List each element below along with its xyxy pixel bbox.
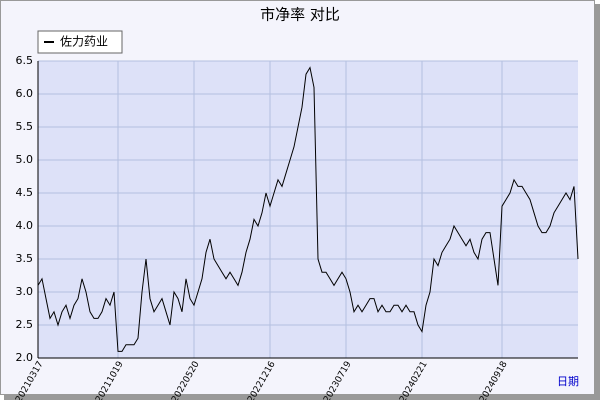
legend-label: 佐力药业	[60, 35, 108, 49]
y-tick-label: 3.5	[16, 252, 34, 265]
y-tick-label: 4.5	[16, 186, 34, 199]
shadow	[595, 4, 600, 400]
series-line	[37, 66, 579, 352]
plot-area	[38, 61, 578, 358]
y-tick-label: 6.0	[16, 87, 34, 100]
legend	[37, 30, 123, 54]
y-tick-label: 5.5	[16, 120, 34, 133]
y-tick-label: 5.0	[16, 153, 34, 166]
y-tick-label: 2.0	[16, 351, 34, 364]
y-tick-label: 3.0	[16, 285, 34, 298]
shadow	[4, 395, 600, 400]
y-tick-label: 2.5	[16, 318, 34, 331]
chart-title: 市净率 对比	[260, 6, 340, 24]
y-tick-label: 4.0	[16, 219, 34, 232]
x-axis-label: 日期	[557, 375, 579, 388]
y-tick-label: 6.5	[16, 54, 34, 67]
